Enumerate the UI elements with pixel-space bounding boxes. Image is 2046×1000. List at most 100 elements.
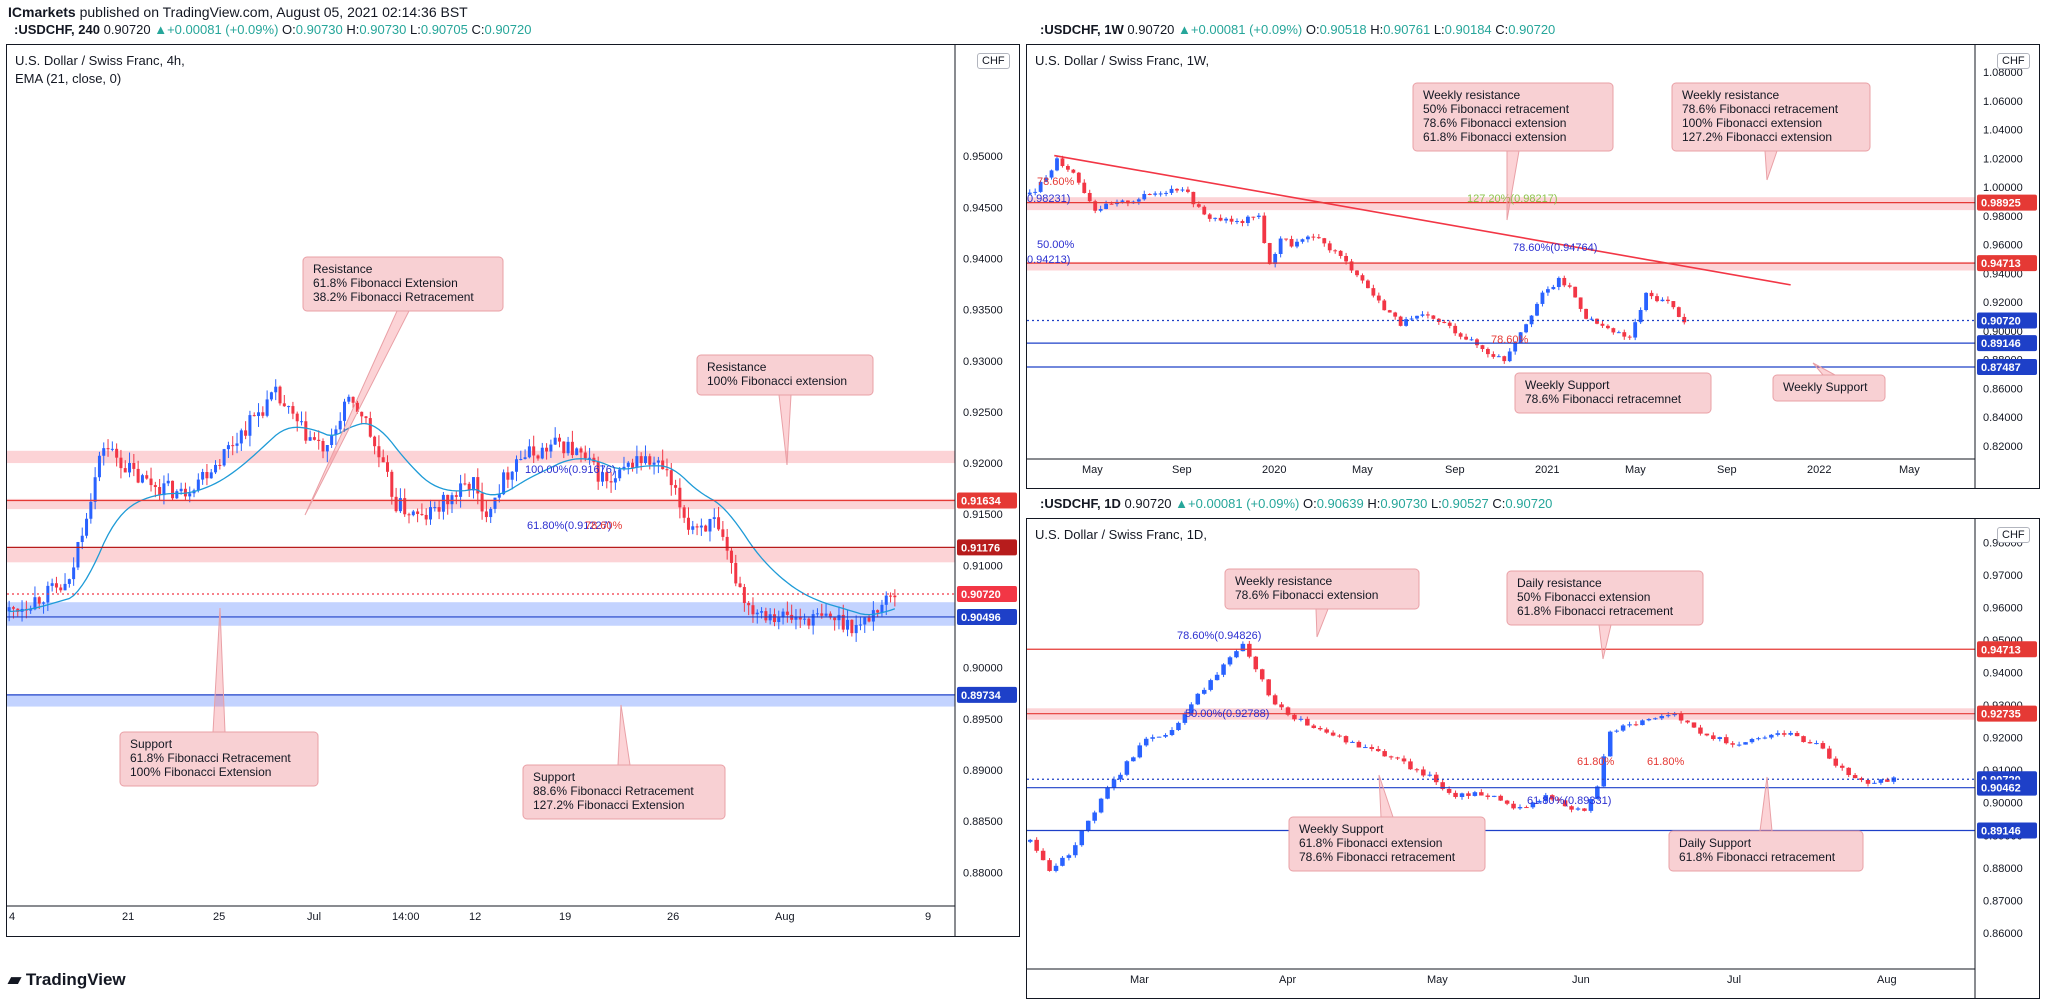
candle (1671, 301, 1676, 308)
candle (1427, 774, 1433, 776)
symbol-1w[interactable]: :USDCHF, 1W (1040, 22, 1124, 37)
currency-badge[interactable]: CHF (977, 53, 1010, 69)
candle (312, 437, 316, 440)
price-tag (1977, 705, 2037, 722)
candle (59, 587, 63, 591)
candle (446, 494, 450, 505)
indicator-label-ema[interactable]: EMA (21, close, 0) (15, 71, 122, 86)
chart-svg-4h[interactable]: 0.95000 0.94500 0.94000 0.93500 0.93000 0.925… (7, 45, 1019, 936)
callout-text: 78.6% Fibonacci retracement (1682, 102, 1839, 116)
candle (390, 471, 394, 497)
price-tag-label: 0.89734 (961, 690, 1002, 702)
candle (1872, 782, 1877, 784)
candle (1756, 738, 1761, 740)
candle (1298, 718, 1304, 720)
symbol-4h[interactable]: :USDCHF, 240 (14, 22, 100, 37)
candle (158, 487, 162, 496)
callout-text: 61.8% Fibonacci Retracement (130, 751, 291, 765)
candle (1395, 757, 1400, 759)
candle (1524, 807, 1529, 809)
candle (1458, 333, 1463, 337)
candle (734, 562, 738, 584)
candle (351, 396, 355, 403)
symbol-1d[interactable]: :USDCHF, 1D (1040, 496, 1121, 511)
candle (1491, 795, 1497, 797)
zone-2 (7, 546, 955, 563)
candle (132, 462, 136, 469)
chart-panel-1d[interactable]: 0.980000.970000.960000.950000.940000.930… (1026, 518, 2040, 999)
candle (226, 445, 230, 450)
candle (514, 459, 518, 472)
candle (235, 443, 239, 446)
y-tick-label: 0.90000 (1983, 326, 2023, 338)
candle (880, 604, 884, 613)
candle (1363, 747, 1368, 749)
candle (1627, 336, 1632, 338)
fib-label: 61.80%(0.89331) (1527, 795, 1611, 807)
candle (1665, 715, 1671, 717)
candle (665, 469, 669, 471)
x-tick-label: May (1899, 464, 1920, 476)
publisher-name[interactable]: ICmarkets (8, 4, 76, 20)
candle (1852, 775, 1858, 779)
candle (1472, 792, 1478, 796)
candle (1356, 741, 1362, 748)
callout-text: 61.8% Fibonacci retracement (1517, 604, 1674, 618)
candle (1279, 704, 1284, 708)
candle (1414, 769, 1420, 771)
tradingview-logo[interactable]: ▰ TradingView (8, 970, 126, 990)
candle (833, 617, 837, 621)
h-value: 0.90730 (359, 22, 407, 37)
candle (772, 614, 776, 623)
candle (1620, 725, 1626, 731)
candle (97, 455, 101, 478)
candle (807, 618, 811, 626)
candle (1098, 798, 1104, 813)
candle (721, 529, 725, 537)
chart-svg-1w[interactable]: 1.08000 1.06000 1.04000 1.02000 1.00000 0.980… (1027, 45, 2039, 488)
candle (540, 447, 544, 459)
candle (884, 595, 888, 605)
chart-svg-1d[interactable]: 0.980000.970000.960000.950000.940000.930… (1027, 519, 2039, 998)
callout-text: Daily Support (1679, 836, 1752, 850)
candle (360, 411, 364, 417)
zone-3 (7, 602, 955, 626)
x-tick-label: 25 (213, 911, 225, 923)
candle (1517, 807, 1523, 809)
candle (717, 517, 721, 530)
candle (166, 480, 170, 484)
candle (274, 386, 278, 393)
price-tag-label: 0.89146 (1981, 826, 2021, 838)
up-triangle-icon: ▲ (154, 22, 168, 37)
candle (1251, 216, 1256, 218)
x-tick-label: 2020 (1262, 464, 1286, 476)
currency-badge[interactable]: CHF (1997, 53, 2030, 69)
candle (115, 448, 119, 458)
candle (1511, 803, 1516, 809)
candle (622, 466, 626, 470)
candle (871, 610, 875, 622)
y-tick-label: 0.94000 (963, 253, 1003, 265)
candle (1723, 737, 1729, 744)
candle (1300, 239, 1305, 242)
candle (1182, 713, 1188, 723)
candle (1262, 215, 1267, 244)
x-tick-label: Mar (1130, 974, 1149, 986)
y-tick-label: 0.88000 (963, 867, 1003, 879)
candle (1044, 177, 1048, 182)
candle (798, 617, 802, 620)
x-tick-label: May (1625, 464, 1646, 476)
callout-text: 61.8% Fibonacci Extension (313, 276, 458, 290)
candle (424, 514, 428, 520)
candle (140, 475, 144, 483)
candle (846, 619, 850, 630)
candle (1195, 693, 1201, 705)
chart-panel-1w[interactable]: 1.08000 1.06000 1.04000 1.02000 1.00000 0.980… (1026, 44, 2040, 489)
candle (1486, 349, 1490, 355)
change-1d: +0.00081 (+0.09%) (1188, 496, 1300, 511)
currency-badge[interactable]: CHF (1997, 527, 2030, 543)
candle (1562, 800, 1568, 807)
candle (1049, 170, 1054, 178)
chart-panel-4h[interactable]: 0.95000 0.94500 0.94000 0.93500 0.93000 0.925… (6, 44, 1020, 937)
callout-box (1412, 82, 1614, 152)
